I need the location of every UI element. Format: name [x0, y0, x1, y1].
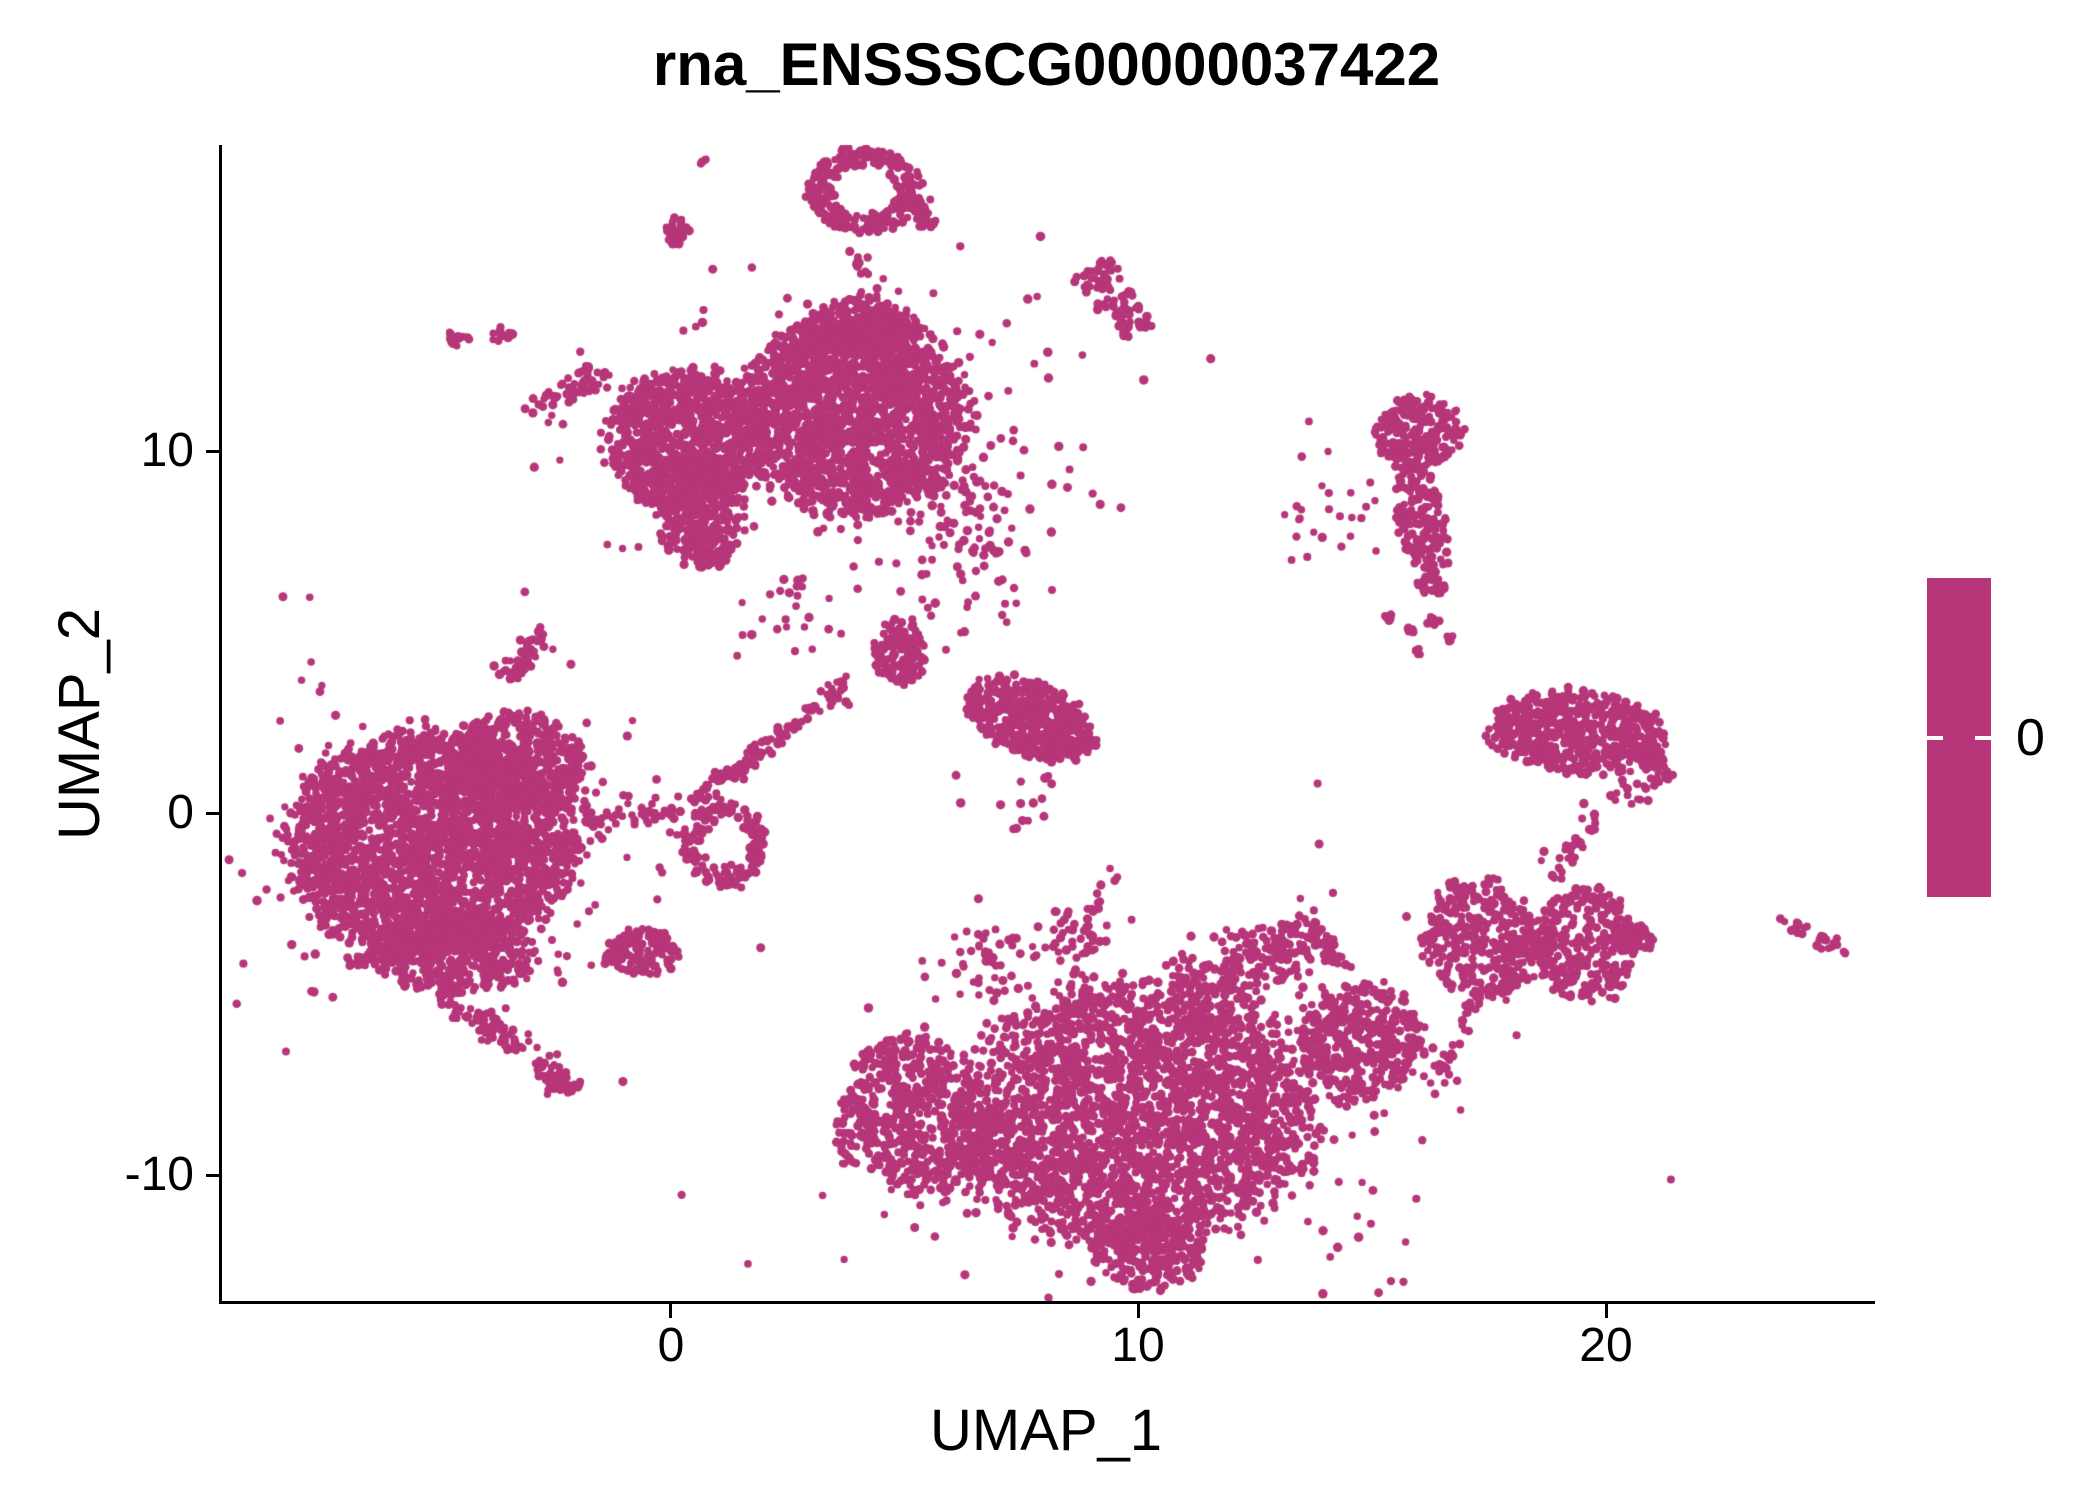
x-tick-10 — [1137, 1304, 1140, 1318]
y-tick-label-neg10: -10 — [124, 1148, 194, 1201]
x-tick-label-20: 20 — [1579, 1319, 1633, 1372]
colorbar-tick-label: 0 — [2016, 709, 2045, 767]
plot-title: rna_ENSSSCG00000037422 — [652, 31, 1441, 98]
y-tick-0 — [206, 812, 220, 815]
colorbar-tick-left — [1927, 736, 1943, 740]
colorbar-tick-right — [1975, 736, 1991, 740]
y-axis-line — [219, 145, 222, 1304]
x-axis-title: UMAP_1 — [929, 1398, 1163, 1463]
y-tick-label-10: 10 — [140, 424, 194, 477]
x-axis-line — [219, 1301, 1875, 1304]
x-tick-0 — [669, 1304, 672, 1318]
y-tick-10 — [206, 450, 220, 453]
x-tick-20 — [1605, 1304, 1608, 1318]
x-tick-label-10: 10 — [1111, 1319, 1165, 1372]
y-tick-neg10 — [206, 1174, 220, 1177]
x-tick-label-0: 0 — [657, 1319, 685, 1372]
y-axis-title: UMAP_2 — [47, 607, 112, 841]
y-tick-label-0: 0 — [167, 786, 194, 839]
